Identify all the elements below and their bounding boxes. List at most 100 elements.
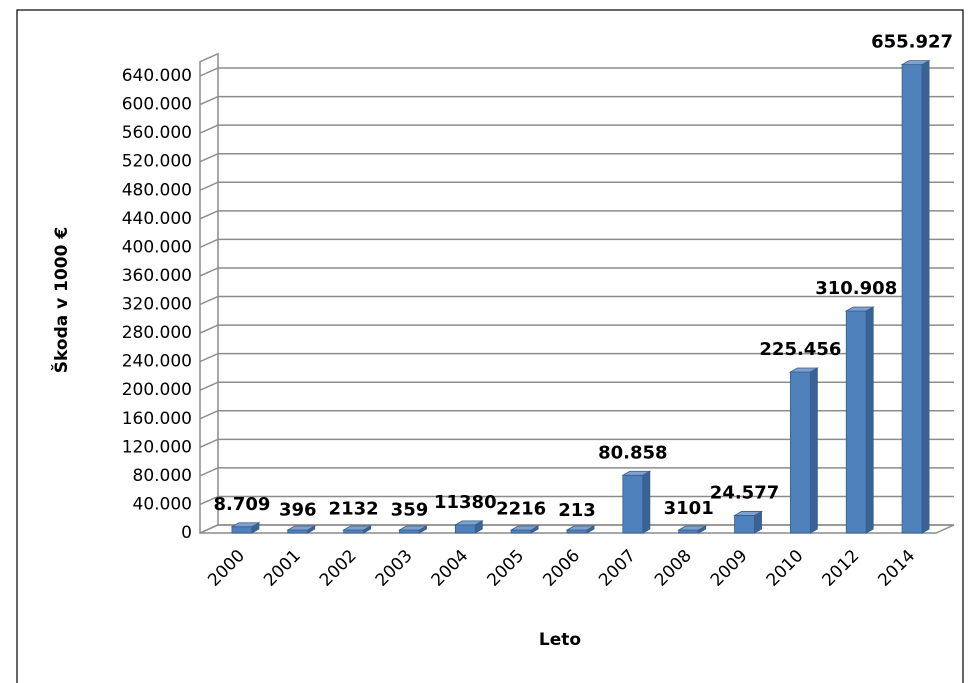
bar: [900, 59, 931, 534]
y-tick-label: 440.000: [122, 209, 192, 229]
grid-line: [199, 352, 954, 363]
x-tick-label: 2007: [595, 546, 640, 591]
y-axis-title: Škoda v 1000 €: [50, 227, 72, 373]
x-tick-label: 2014: [874, 546, 919, 591]
y-tick-label: 320.000: [122, 295, 192, 315]
x-tick-label: 2002: [316, 546, 361, 591]
bar-face: [733, 511, 764, 516]
value-label: 213: [558, 500, 596, 521]
y-tick-label: 640.000: [122, 66, 192, 86]
grid-line: [199, 524, 954, 534]
y-tick-label: 120.000: [122, 437, 192, 457]
x-tick-label: 2001: [260, 546, 305, 591]
x-tick-label: 2008: [651, 546, 696, 591]
bar: [509, 525, 540, 534]
bar-face: [399, 529, 420, 534]
value-label: 11380: [434, 492, 497, 513]
grid-line: [199, 124, 954, 134]
bar-face: [677, 525, 708, 531]
bar-face: [865, 306, 874, 534]
x-tick-label: 2009: [707, 546, 752, 591]
grid-line: [199, 67, 954, 77]
grid-line: [199, 495, 954, 506]
y-tick-label: 600.000: [122, 95, 192, 115]
bar: [397, 525, 428, 534]
bar-face: [230, 522, 261, 528]
y-tick-label: 160.000: [122, 409, 192, 429]
bar: [286, 525, 317, 534]
bar-face: [287, 529, 309, 534]
bar: [230, 522, 261, 534]
bar-face: [734, 515, 755, 534]
bar: [733, 510, 764, 534]
bar-face: [231, 526, 253, 534]
bar-face: [642, 470, 651, 534]
bar-face: [845, 310, 867, 534]
bar-face: [509, 525, 540, 531]
grid-line: [199, 267, 954, 277]
y-tick-label: 560.000: [122, 123, 192, 143]
bar-face: [453, 520, 484, 526]
bar-face: [286, 525, 317, 531]
value-label: 359: [391, 500, 429, 521]
y-tick-label: 40.000: [133, 494, 192, 514]
bar-face: [621, 470, 652, 476]
grid-line: [199, 324, 954, 334]
grid-line: [199, 438, 954, 448]
bar: [453, 520, 484, 534]
grid-line: [199, 210, 954, 220]
bar: [621, 470, 652, 534]
chart-frame: [16, 9, 964, 683]
value-label: 2132: [329, 498, 379, 519]
bar-face: [900, 60, 931, 66]
value-label: 80.858: [598, 442, 667, 463]
value-label: 3101: [664, 498, 714, 519]
bar-face: [678, 529, 700, 534]
grid-line: [199, 95, 954, 106]
bar-face: [566, 529, 588, 534]
y-tick-label: 400.000: [122, 237, 192, 257]
y-tick-label: 80.000: [133, 466, 192, 486]
bar-face: [789, 371, 811, 534]
y-tick-label: 480.000: [122, 180, 192, 200]
value-label: 24.577: [710, 482, 779, 503]
y-tick-label: 200.000: [122, 380, 192, 400]
value-label: 396: [279, 500, 317, 521]
grid-line: [199, 295, 954, 306]
bar: [677, 525, 708, 534]
value-label: 225.456: [759, 339, 841, 360]
bar-face: [622, 474, 644, 534]
bar: [342, 525, 373, 534]
value-label: 2216: [496, 498, 546, 519]
bar-face: [397, 525, 428, 531]
bar-face: [809, 367, 818, 534]
bar-face: [844, 306, 875, 312]
x-tick-label: 2005: [483, 546, 528, 591]
bar-face: [788, 367, 819, 373]
grid-line: [199, 410, 954, 420]
bar-face: [342, 525, 373, 531]
x-tick-label: 2006: [539, 546, 584, 591]
value-label: 8.709: [213, 494, 270, 515]
x-tick-label: 2004: [428, 546, 473, 591]
y-tick-label: 280.000: [122, 323, 192, 343]
x-axis-title: Leto: [539, 630, 581, 650]
y-tick-label: 360.000: [122, 266, 192, 286]
bar-face: [343, 529, 365, 534]
grid-line: [199, 181, 954, 191]
x-tick-label: 2003: [372, 546, 417, 591]
bar-face: [565, 525, 596, 531]
value-label: 655.927: [871, 32, 953, 53]
bar-face: [454, 524, 476, 534]
bar-face: [901, 64, 923, 534]
x-tick-label: 2010: [763, 546, 808, 591]
y-tick-label: 0: [181, 523, 192, 543]
y-tick-label: 240.000: [122, 352, 192, 372]
grid-line: [199, 467, 954, 477]
bar-face: [921, 59, 930, 534]
bar: [788, 367, 819, 534]
x-tick-label: 2000: [204, 546, 249, 591]
grid-line: [199, 238, 954, 249]
x-tick-label: 2012: [819, 546, 864, 591]
